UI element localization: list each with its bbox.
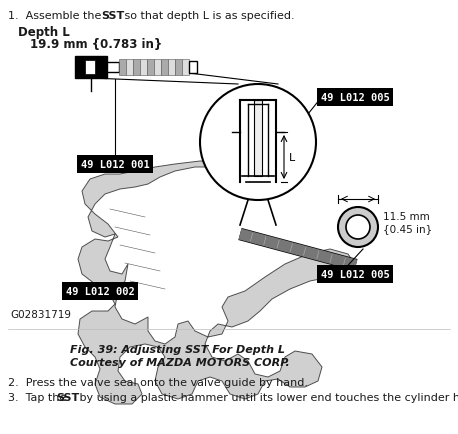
Text: Fig. 39: Adjusting SST For Depth L: Fig. 39: Adjusting SST For Depth L [70, 344, 285, 354]
Text: L: L [289, 153, 295, 163]
Text: 49 L012 001: 49 L012 001 [81, 160, 149, 170]
Text: G02831719: G02831719 [10, 309, 71, 319]
Bar [126, 60, 133, 76]
Bar [254, 101, 262, 177]
Bar [189, 62, 197, 74]
Polygon shape [78, 161, 355, 404]
Text: so that depth L is as specified.: so that depth L is as specified. [121, 11, 294, 21]
Bar [107, 63, 119, 73]
Text: Courtesy of MAZDA MOTORS CORP.: Courtesy of MAZDA MOTORS CORP. [70, 357, 290, 367]
Bar [161, 60, 168, 76]
Circle shape [200, 85, 316, 201]
Text: 49 L012 005: 49 L012 005 [321, 93, 389, 103]
Bar [140, 60, 147, 76]
Text: 19.9 mm {0.783 in}: 19.9 mm {0.783 in} [30, 38, 162, 51]
Text: 1.  Assemble the: 1. Assemble the [8, 11, 105, 21]
Bar [175, 60, 182, 76]
Circle shape [346, 216, 370, 240]
Text: 49 L012 002: 49 L012 002 [65, 286, 134, 296]
Text: SST: SST [56, 392, 79, 402]
Bar [182, 60, 189, 76]
Text: by using a plastic hammer until its lower end touches the cylinder head.: by using a plastic hammer until its lowe… [76, 392, 458, 402]
Bar [75, 57, 107, 79]
Text: 2.  Press the valve seal onto the valve guide by hand.: 2. Press the valve seal onto the valve g… [8, 377, 308, 387]
Bar [154, 60, 161, 76]
Text: 3.  Tap the: 3. Tap the [8, 392, 70, 402]
Bar [85, 61, 95, 75]
Bar [147, 60, 154, 76]
Text: SST: SST [101, 11, 124, 21]
Circle shape [338, 207, 378, 247]
Bar [133, 60, 140, 76]
Bar [168, 60, 175, 76]
Text: Depth L: Depth L [18, 26, 70, 39]
Text: 11.5 mm
{0.45 in}: 11.5 mm {0.45 in} [383, 212, 432, 233]
Text: 49 L012 005: 49 L012 005 [321, 270, 389, 279]
Bar [119, 60, 126, 76]
